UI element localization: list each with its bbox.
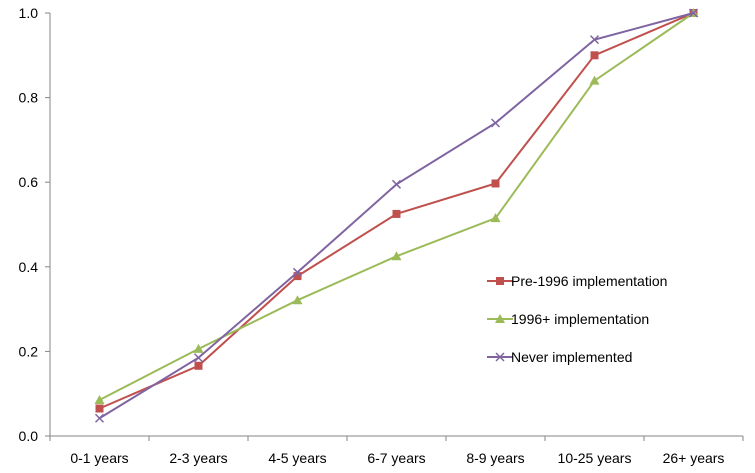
data-point (491, 179, 500, 188)
legend-label: Never implemented (511, 349, 632, 365)
data-point (193, 353, 204, 363)
legend: Pre-1996 implementation 1996+ implementat… (487, 273, 667, 365)
y-tick-label: 0.8 (19, 90, 39, 106)
legend-item-2: 1996+ implementation (487, 311, 649, 327)
data-point (688, 8, 699, 18)
data-point (94, 413, 105, 423)
x-tick-label: 6-7 years (367, 450, 425, 466)
data-point (95, 404, 104, 413)
series-3 (94, 8, 699, 423)
legend-marker (496, 277, 504, 285)
legend-item-1: Pre-1996 implementation (487, 273, 667, 289)
data-point (292, 267, 303, 277)
data-point (292, 295, 303, 305)
data-point (490, 118, 501, 128)
data-point (293, 272, 302, 281)
y-tick-label: 1.0 (19, 5, 39, 21)
axes: 0.0 0.2 0.4 0.6 0.8 1.0 0-1 years 2-3 years 4-5 … (19, 5, 744, 466)
y-tick-label: 0.2 (19, 343, 39, 359)
data-point (589, 35, 600, 45)
legend-item-3: Never implemented (487, 349, 632, 365)
legend-marker (495, 314, 505, 323)
y-tick-label: 0.4 (19, 259, 39, 275)
data-point (391, 179, 402, 189)
legend-label: Pre-1996 implementation (511, 273, 667, 289)
x-tick-label: 0-1 years (70, 450, 128, 466)
data-point (391, 251, 402, 261)
data-point (589, 75, 600, 85)
y-tick-label: 0.0 (19, 428, 39, 444)
series-layer (94, 8, 699, 423)
x-tick-label: 26+ years (663, 450, 725, 466)
data-point (392, 209, 401, 218)
data-point (194, 361, 203, 370)
legend-marker (495, 352, 505, 362)
legend-label: 1996+ implementation (511, 311, 649, 327)
y-tick-label: 0.6 (19, 174, 39, 190)
x-tick-label: 2-3 years (169, 450, 227, 466)
data-point (193, 343, 204, 353)
data-point (490, 213, 501, 223)
x-tick-label: 8-9 years (466, 450, 524, 466)
data-point (590, 51, 599, 60)
series-line (99, 12, 695, 401)
x-tick-label: 10-25 years (558, 450, 632, 466)
series-2 (94, 8, 699, 405)
data-point (94, 395, 105, 405)
x-tick-label: 4-5 years (268, 450, 326, 466)
